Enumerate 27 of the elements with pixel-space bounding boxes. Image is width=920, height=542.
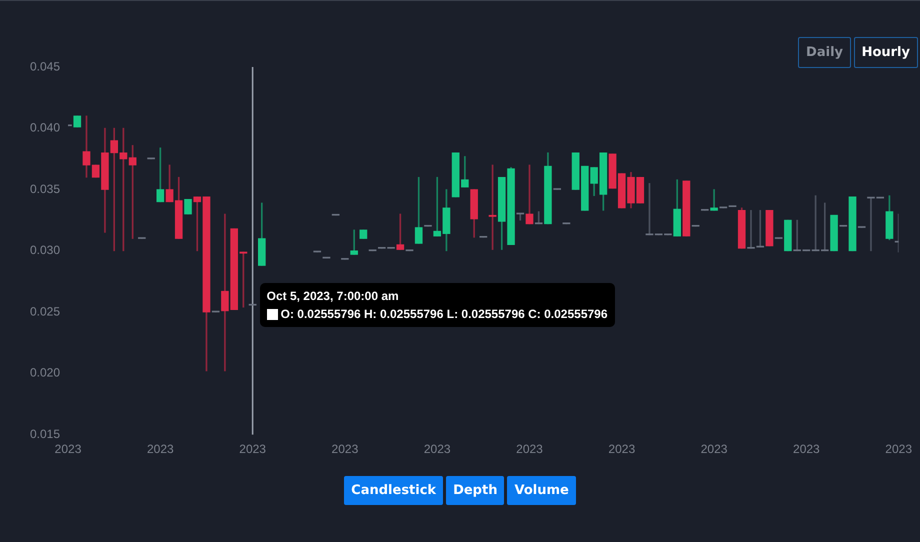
text: Daily — [798, 37, 851, 68]
y-tick-label: 0.030 — [30, 243, 60, 258]
y-tick-label: 0.015 — [30, 426, 60, 441]
candlestick — [488, 164, 496, 250]
x-tick-label: 2023 — [332, 442, 359, 456]
y-tick-label: 0.045 — [30, 59, 60, 74]
annotation: O: 0.02555796 H: 0.02555796 L: 0.02555796 C: 0.02555796 — [280, 306, 608, 324]
x-tick-label: 2023 — [239, 442, 266, 456]
x-tick-label: 2023 — [424, 442, 451, 456]
x-tick-label: 2023 — [146, 442, 174, 456]
text: Candlestick — [344, 476, 444, 505]
y-tick-label: 0.040 — [30, 120, 60, 135]
x-tick-label: 2023 — [608, 442, 636, 456]
y-tick-label: 0.025 — [30, 304, 60, 318]
text: Volume — [507, 476, 576, 505]
x-tick-label: 2023 — [516, 442, 544, 456]
text: Depth — [446, 476, 504, 505]
annotation: Oct 5, 2023, 7:00:00 am — [266, 288, 399, 306]
x-tick-label: 2023 — [54, 442, 82, 456]
x-tick-label: 2023 — [700, 442, 728, 456]
y-tick-label: 0.020 — [30, 366, 60, 380]
x-tick-label: 2023 — [885, 442, 912, 456]
text: Hourly — [854, 37, 918, 68]
x-tick-label: 2023 — [793, 442, 820, 456]
y-tick-label: 0.035 — [30, 182, 60, 196]
candlestick — [526, 164, 534, 224]
candlestick — [710, 189, 718, 211]
